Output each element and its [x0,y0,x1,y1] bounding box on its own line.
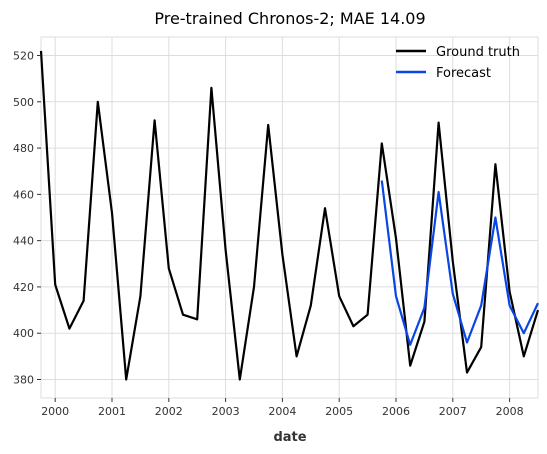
y-tick-label: 440 [13,235,34,248]
x-tick-label: 2008 [496,405,524,418]
x-tick-label: 2006 [382,405,410,418]
y-tick-label: 380 [13,373,34,386]
y-axis-ticks: 380 400 420 440 460 480 500 520 [13,50,41,386]
series-lines [39,50,540,381]
y-tick-label: 420 [13,281,34,294]
legend-label: Forecast [436,66,491,81]
x-tick-label: 2007 [439,405,467,418]
series-line-forecast [380,180,539,346]
x-axis-ticks: 2000 2001 2002 2003 2004 2005 2006 2007 2008 [41,398,524,418]
x-tick-label: 2000 [41,405,69,418]
series-line-ground-truth [39,50,540,381]
x-tick-label: 2005 [325,405,353,418]
x-tick-label: 2003 [212,405,240,418]
x-axis-label: date [273,430,306,445]
y-tick-label: 480 [13,142,34,155]
x-tick-label: 2004 [268,405,296,418]
x-tick-label: 2001 [98,405,126,418]
chart-title: Pre-trained Chronos-2; MAE 14.09 [154,9,425,28]
y-tick-label: 520 [13,50,34,63]
gridlines [41,37,538,398]
y-tick-label: 500 [13,96,34,109]
plot-frame [40,36,539,399]
x-tick-label: 2002 [155,405,183,418]
y-tick-label: 400 [13,327,34,340]
y-tick-label: 460 [13,188,34,201]
legend-label: Ground truth [436,45,520,60]
legend: Ground truth Forecast [396,45,520,81]
